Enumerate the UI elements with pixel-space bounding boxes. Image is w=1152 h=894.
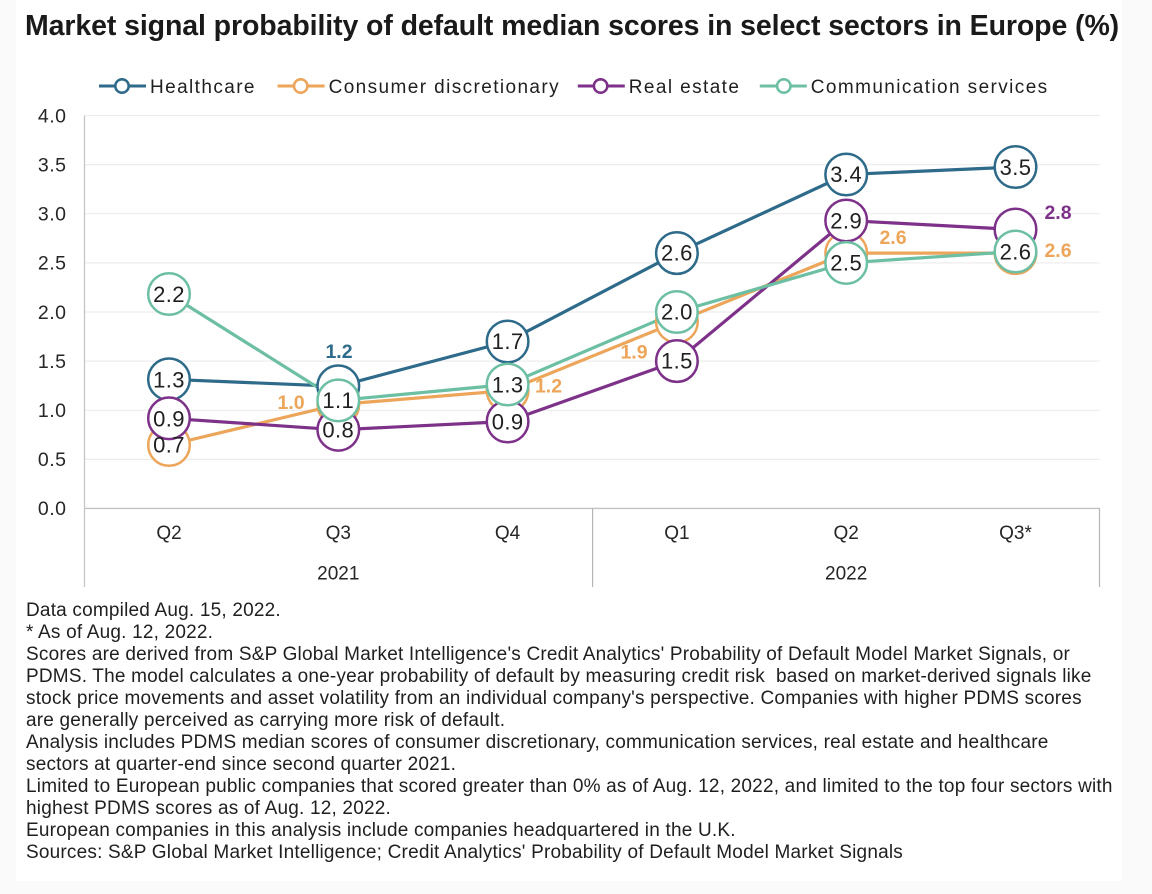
- svg-text:2.6: 2.6: [879, 227, 906, 249]
- svg-text:0.9: 0.9: [153, 406, 185, 431]
- svg-text:4.0: 4.0: [38, 105, 67, 127]
- svg-text:2.6: 2.6: [1000, 240, 1032, 265]
- svg-text:Real estate: Real estate: [629, 77, 741, 98]
- svg-text:0.0: 0.0: [38, 498, 67, 520]
- svg-text:2.8: 2.8: [1044, 202, 1071, 224]
- svg-text:Q4: Q4: [495, 523, 521, 544]
- svg-text:Q3*: Q3*: [999, 523, 1032, 544]
- svg-text:2.0: 2.0: [661, 300, 693, 325]
- svg-text:1.2: 1.2: [325, 341, 352, 363]
- svg-text:2.9: 2.9: [830, 209, 862, 234]
- svg-text:0.5: 0.5: [38, 449, 67, 471]
- svg-text:1.0: 1.0: [38, 400, 67, 422]
- svg-text:0.9: 0.9: [492, 410, 524, 435]
- svg-text:2.6: 2.6: [661, 241, 693, 266]
- svg-text:Q2: Q2: [156, 523, 181, 544]
- svg-text:1.3: 1.3: [153, 367, 185, 392]
- svg-text:3.0: 3.0: [38, 204, 67, 226]
- svg-text:2.2: 2.2: [153, 282, 185, 307]
- svg-text:1.5: 1.5: [38, 351, 67, 373]
- svg-text:1.2: 1.2: [535, 376, 562, 398]
- svg-text:Q2: Q2: [834, 523, 859, 544]
- svg-text:Q3: Q3: [326, 523, 351, 544]
- svg-text:Healthcare: Healthcare: [150, 77, 256, 98]
- svg-text:0.7: 0.7: [153, 433, 185, 458]
- svg-text:1.3: 1.3: [492, 373, 524, 398]
- svg-text:1.0: 1.0: [277, 392, 304, 414]
- svg-text:2.5: 2.5: [830, 250, 862, 275]
- svg-text:3.5: 3.5: [1000, 155, 1032, 180]
- svg-text:Q1: Q1: [664, 523, 689, 544]
- svg-text:1.1: 1.1: [322, 388, 354, 413]
- svg-text:3.5: 3.5: [38, 155, 67, 177]
- svg-text:1.9: 1.9: [620, 342, 647, 364]
- svg-text:2.0: 2.0: [38, 302, 67, 324]
- svg-text:Communication services: Communication services: [811, 77, 1049, 98]
- svg-text:Consumer discretionary: Consumer discretionary: [329, 77, 560, 98]
- svg-text:2021: 2021: [317, 564, 359, 585]
- svg-text:1.7: 1.7: [492, 329, 524, 354]
- svg-text:1.5: 1.5: [661, 349, 693, 374]
- svg-text:2022: 2022: [825, 564, 867, 585]
- svg-text:3.4: 3.4: [830, 162, 862, 187]
- svg-text:2.5: 2.5: [38, 253, 67, 275]
- svg-text:0.8: 0.8: [322, 417, 354, 442]
- svg-text:2.6: 2.6: [1044, 240, 1071, 262]
